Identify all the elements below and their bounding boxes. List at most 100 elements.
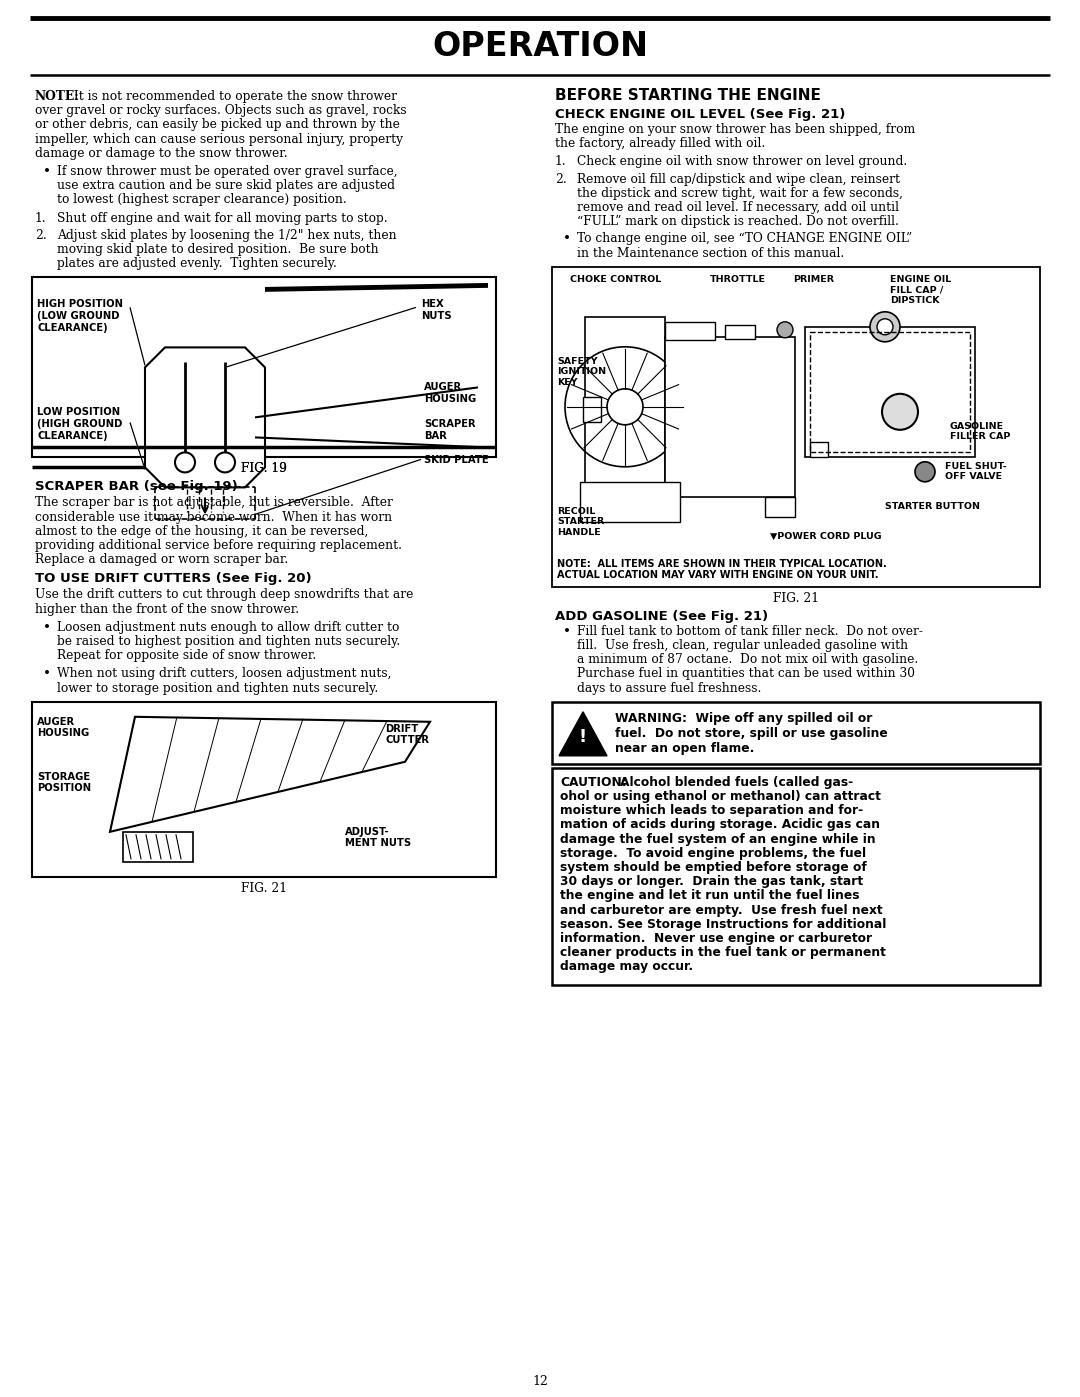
Circle shape [882, 394, 918, 430]
Text: SAFETY
IGNITION
KEY: SAFETY IGNITION KEY [557, 356, 606, 387]
Text: the dipstick and screw tight, wait for a few seconds,: the dipstick and screw tight, wait for a… [577, 187, 903, 200]
Text: SCRAPER
BAR: SCRAPER BAR [424, 419, 475, 441]
Text: AUGER
HOUSING: AUGER HOUSING [37, 717, 90, 739]
Polygon shape [110, 717, 430, 831]
Bar [765, 497, 795, 517]
Text: NOTE:  ALL ITEMS ARE SHOWN IN THEIR TYPICAL LOCATION.
ACTUAL LOCATION MAY VARY W: NOTE: ALL ITEMS ARE SHOWN IN THEIR TYPIC… [557, 559, 887, 580]
Text: FIG. 19: FIG. 19 [241, 462, 287, 475]
Text: If snow thrower must be operated over gravel surface,: If snow thrower must be operated over gr… [57, 165, 397, 177]
Text: OPERATION: OPERATION [432, 31, 648, 63]
Bar [665, 321, 715, 339]
Text: Remove oil fill cap/dipstick and wipe clean, reinsert: Remove oil fill cap/dipstick and wipe cl… [577, 173, 900, 186]
Text: cleaner products in the fuel tank or permanent: cleaner products in the fuel tank or per… [561, 946, 886, 960]
Text: Repeat for opposite side of snow thrower.: Repeat for opposite side of snow thrower… [57, 650, 316, 662]
Text: moving skid plate to desired position.  Be sure both: moving skid plate to desired position. B… [57, 243, 379, 256]
Text: AUGER
HOUSING: AUGER HOUSING [424, 383, 476, 404]
Bar [552, 701, 1040, 764]
Circle shape [607, 388, 643, 425]
Text: HIGH POSITION
(LOW GROUND
CLEARANCE): HIGH POSITION (LOW GROUND CLEARANCE) [37, 299, 123, 332]
Text: 12: 12 [532, 1375, 548, 1389]
Text: When not using drift cutters, loosen adjustment nuts,: When not using drift cutters, loosen adj… [57, 668, 391, 680]
Bar [552, 768, 1040, 985]
Bar [725, 324, 755, 339]
Bar [580, 482, 680, 522]
Text: The scraper bar is not adjustable, but is reversible.  After: The scraper bar is not adjustable, but i… [35, 496, 393, 510]
Bar [583, 397, 600, 422]
Text: •: • [563, 624, 571, 638]
Circle shape [915, 462, 935, 482]
Bar [585, 317, 665, 497]
Bar [805, 327, 975, 457]
Bar [123, 831, 193, 862]
Text: damage the fuel system of an engine while in: damage the fuel system of an engine whil… [561, 833, 876, 845]
Text: •: • [43, 668, 51, 682]
Text: FIG. 21: FIG. 21 [773, 592, 819, 605]
Text: impeller, which can cause serious personal injury, property: impeller, which can cause serious person… [35, 133, 403, 145]
Text: Replace a damaged or worn scraper bar.: Replace a damaged or worn scraper bar. [35, 553, 288, 566]
Text: remove and read oil level. If necessary, add oil until: remove and read oil level. If necessary,… [577, 201, 899, 214]
Circle shape [870, 312, 900, 342]
Text: Fill fuel tank to bottom of tank filler neck.  Do not over-: Fill fuel tank to bottom of tank filler … [577, 624, 923, 638]
Text: CHECK ENGINE OIL LEVEL (See Fig. 21): CHECK ENGINE OIL LEVEL (See Fig. 21) [555, 108, 846, 122]
Bar [552, 267, 1040, 587]
Text: damage may occur.: damage may occur. [561, 960, 693, 974]
Text: 30 days or longer.  Drain the gas tank, start: 30 days or longer. Drain the gas tank, s… [561, 875, 863, 888]
Text: CHOKE CONTROL: CHOKE CONTROL [570, 275, 661, 284]
Text: FIG. 21: FIG. 21 [241, 882, 287, 895]
Text: damage or damage to the snow thrower.: damage or damage to the snow thrower. [35, 147, 287, 159]
Text: 1.: 1. [35, 211, 46, 225]
Text: mation of acids during storage. Acidic gas can: mation of acids during storage. Acidic g… [561, 819, 880, 831]
Text: moisture which leads to separation and for-: moisture which leads to separation and f… [561, 805, 863, 817]
Text: Loosen adjustment nuts enough to allow drift cutter to: Loosen adjustment nuts enough to allow d… [57, 620, 400, 634]
Text: season. See Storage Instructions for additional: season. See Storage Instructions for add… [561, 918, 887, 930]
Text: plates are adjusted evenly.  Tighten securely.: plates are adjusted evenly. Tighten secu… [57, 257, 337, 270]
Text: LOW POSITION
(HIGH GROUND
CLEARANCE): LOW POSITION (HIGH GROUND CLEARANCE) [37, 408, 122, 440]
Text: providing additional service before requiring replacement.: providing additional service before requ… [35, 539, 402, 552]
Text: FIG. 19: FIG. 19 [241, 462, 287, 475]
Text: Use the drift cutters to cut through deep snowdrifts that are: Use the drift cutters to cut through dee… [35, 588, 414, 601]
Text: ENGINE OIL
FILL CAP /
DIPSTICK: ENGINE OIL FILL CAP / DIPSTICK [890, 275, 951, 305]
Text: CAUTION:: CAUTION: [561, 775, 626, 789]
Text: SCRAPER BAR (see Fig. 19): SCRAPER BAR (see Fig. 19) [35, 481, 238, 493]
Text: 1.: 1. [555, 155, 567, 169]
Text: STARTER BUTTON: STARTER BUTTON [885, 502, 980, 511]
Text: Shut off engine and wait for all moving parts to stop.: Shut off engine and wait for all moving … [57, 211, 388, 225]
Text: ADD GASOLINE (See Fig. 21): ADD GASOLINE (See Fig. 21) [555, 610, 768, 623]
Text: lower to storage position and tighten nuts securely.: lower to storage position and tighten nu… [57, 682, 378, 694]
Text: be raised to highest position and tighten nuts securely.: be raised to highest position and tighte… [57, 636, 401, 648]
Text: PRIMER: PRIMER [793, 275, 834, 284]
Text: considerable use it may become worn.  When it has worn: considerable use it may become worn. Whe… [35, 510, 392, 524]
Circle shape [777, 321, 793, 338]
Bar [32, 701, 496, 877]
Text: use extra caution and be sure skid plates are adjusted: use extra caution and be sure skid plate… [57, 179, 395, 193]
Text: SKID PLATE: SKID PLATE [424, 455, 488, 465]
Text: Purchase fuel in quantities that can be used within 30: Purchase fuel in quantities that can be … [577, 668, 915, 680]
Polygon shape [145, 348, 265, 488]
Text: !: ! [579, 728, 588, 746]
Text: It is not recommended to operate the snow thrower: It is not recommended to operate the sno… [70, 89, 397, 103]
Text: to lowest (highest scraper clearance) position.: to lowest (highest scraper clearance) po… [57, 193, 347, 207]
Text: almost to the edge of the housing, it can be reversed,: almost to the edge of the housing, it ca… [35, 525, 368, 538]
Text: ADJUST-
MENT NUTS: ADJUST- MENT NUTS [345, 827, 411, 848]
Text: ohol or using ethanol or methanol) can attract: ohol or using ethanol or methanol) can a… [561, 789, 881, 803]
Text: NOTE:: NOTE: [35, 89, 80, 103]
Text: storage.  To avoid engine problems, the fuel: storage. To avoid engine problems, the f… [561, 847, 866, 859]
Text: 2.: 2. [35, 229, 46, 242]
Text: •: • [563, 232, 571, 246]
Text: FUEL SHUT-
OFF VALVE: FUEL SHUT- OFF VALVE [945, 462, 1007, 481]
Text: information.  Never use engine or carburetor: information. Never use engine or carbure… [561, 932, 873, 944]
Text: “FULL” mark on dipstick is reached. Do not overfill.: “FULL” mark on dipstick is reached. Do n… [577, 215, 899, 228]
Text: GASOLINE
FILLER CAP: GASOLINE FILLER CAP [950, 422, 1011, 441]
Text: over gravel or rocky surfaces. Objects such as gravel, rocks: over gravel or rocky surfaces. Objects s… [35, 105, 407, 117]
Bar [32, 278, 496, 457]
Text: in the Maintenance section of this manual.: in the Maintenance section of this manua… [577, 247, 845, 260]
Text: THROTTLE: THROTTLE [710, 275, 766, 284]
Text: •: • [43, 620, 51, 634]
Text: or other debris, can easily be picked up and thrown by the: or other debris, can easily be picked up… [35, 119, 400, 131]
Text: The engine on your snow thrower has been shipped, from: The engine on your snow thrower has been… [555, 123, 915, 136]
Text: the engine and let it run until the fuel lines: the engine and let it run until the fuel… [561, 890, 860, 902]
Text: system should be emptied before storage of: system should be emptied before storage … [561, 861, 867, 875]
Text: Alcohol blended fuels (called gas-: Alcohol blended fuels (called gas- [620, 775, 853, 789]
Text: STORAGE
POSITION: STORAGE POSITION [37, 771, 91, 793]
Text: the factory, already filled with oil.: the factory, already filled with oil. [555, 137, 766, 151]
